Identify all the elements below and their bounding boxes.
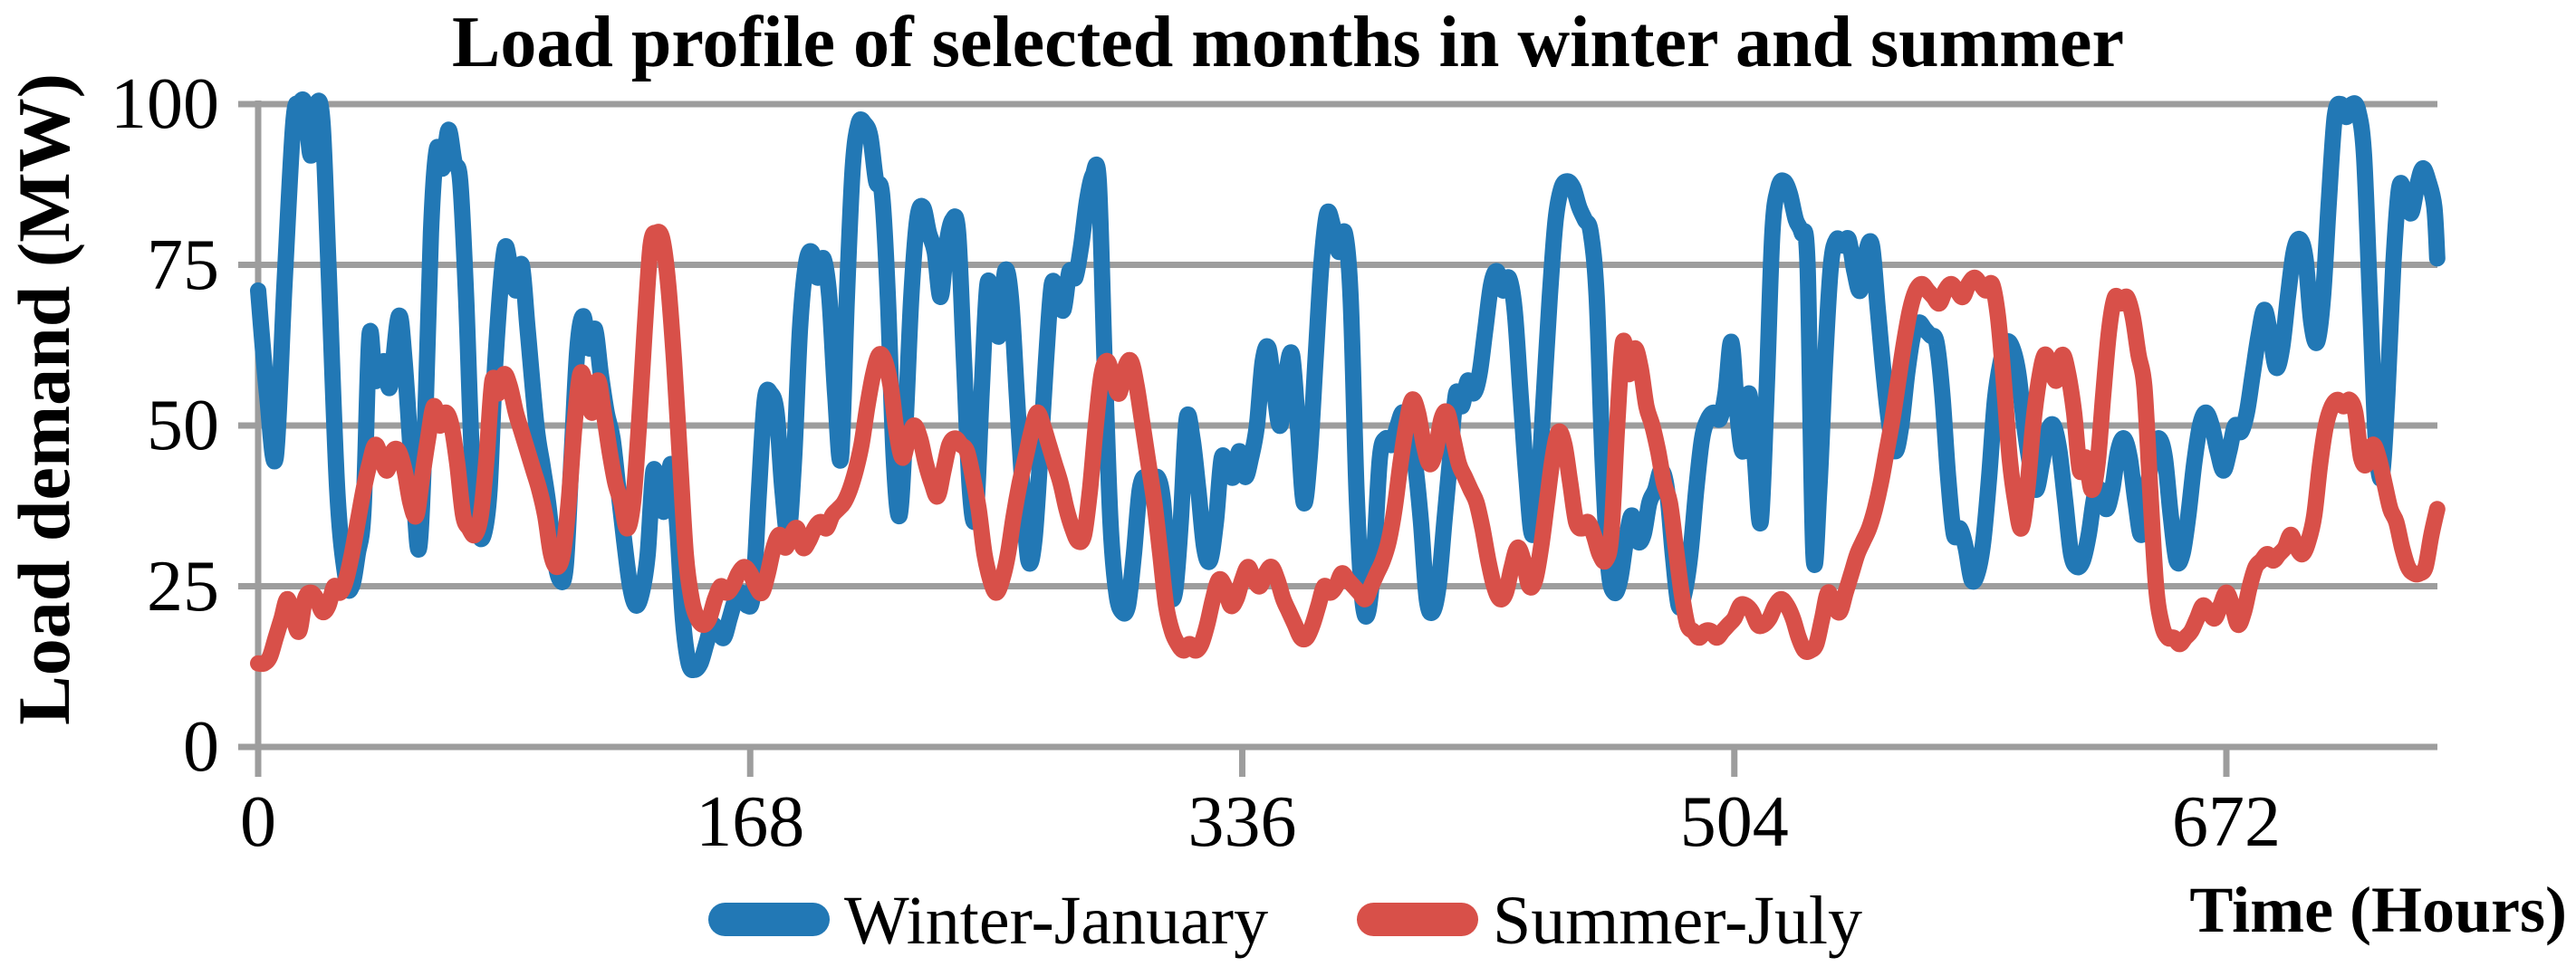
x-axis-title: Time (Hours) xyxy=(2189,874,2567,946)
winter-january-legend-label: Winter-January xyxy=(844,883,1269,959)
y-tick-label-50: 50 xyxy=(147,386,219,465)
x-tick-label-168: 168 xyxy=(696,782,805,862)
y-tick-label-25: 25 xyxy=(147,546,219,627)
winter-january-swatch xyxy=(708,903,830,936)
summer-july-legend-label: Summer-July xyxy=(1493,883,1863,959)
y-tick-label-100: 100 xyxy=(111,64,219,144)
series-winter-january xyxy=(250,91,2446,679)
x-tick-label-336: 336 xyxy=(1187,782,1297,862)
series-summer-july xyxy=(250,224,2446,673)
x-tick-label-672: 672 xyxy=(2172,782,2281,862)
y-tick-label-0: 0 xyxy=(183,707,219,787)
legend: Winter-January Summer-July Time (Hours) xyxy=(0,874,2576,964)
summer-july-swatch xyxy=(1357,903,1478,936)
x-tick-label-504: 504 xyxy=(1679,782,1789,862)
chart-title: Load profile of selected months in winte… xyxy=(452,3,2124,82)
x-tick-label-0: 0 xyxy=(240,782,276,862)
y-tick-label-75: 75 xyxy=(147,225,219,305)
